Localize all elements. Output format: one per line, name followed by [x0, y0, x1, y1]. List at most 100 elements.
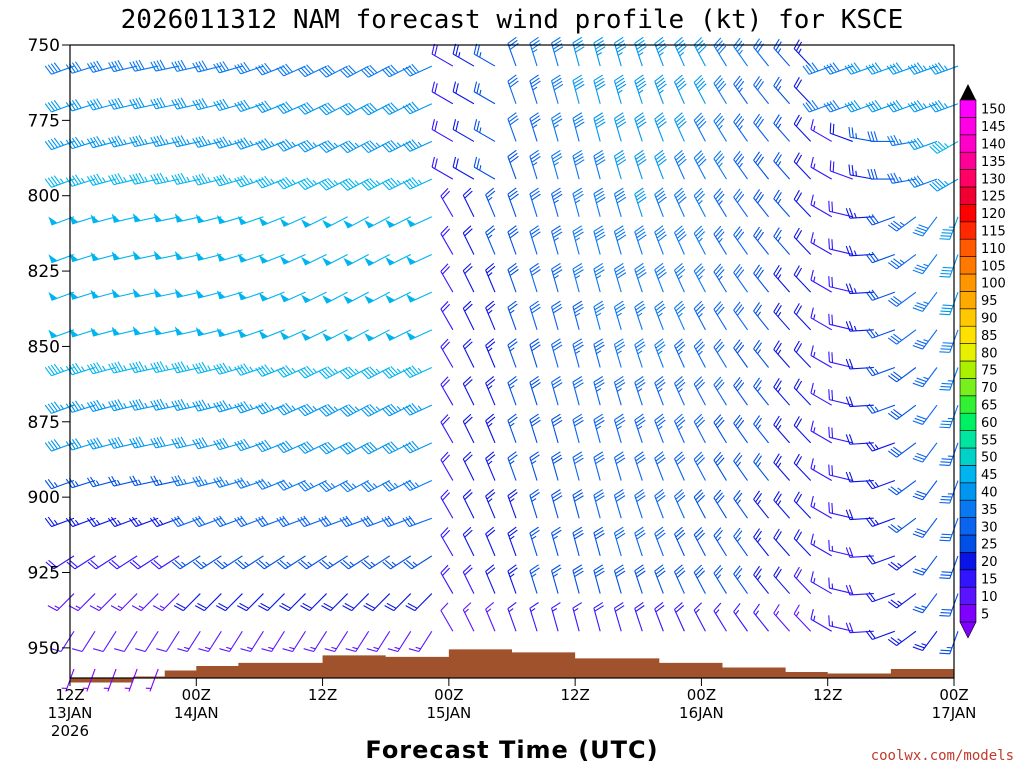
wind-barb	[462, 187, 475, 218]
wind-barb	[462, 564, 475, 594]
wind-barb	[613, 338, 626, 368]
wind-barb	[381, 515, 411, 528]
wind-barb	[107, 516, 138, 528]
colorbar-label: 10	[981, 590, 998, 605]
wind-barb	[912, 442, 938, 463]
wind-barb	[613, 489, 626, 519]
wind-barb	[86, 516, 117, 528]
colorbar-label: 40	[981, 486, 998, 501]
wind-barb	[174, 250, 201, 261]
colorbar-bottom-arrow	[959, 621, 977, 639]
wind-barb	[810, 345, 832, 368]
wind-barb	[613, 413, 626, 444]
wind-barb	[793, 114, 812, 142]
wind-barb	[440, 527, 454, 557]
colorbar-label: 110	[981, 242, 1006, 257]
wind-barb	[255, 515, 285, 528]
wind-barb	[912, 329, 938, 350]
x-tick-label: 12Z	[560, 686, 589, 704]
wind-barb	[593, 564, 605, 594]
wind-barb	[452, 156, 475, 180]
wind-barb	[810, 119, 832, 142]
wind-barb	[462, 300, 475, 331]
wind-barb	[733, 414, 748, 444]
wind-barb	[339, 65, 369, 78]
wind-barb	[507, 602, 517, 632]
wind-barb	[431, 43, 454, 67]
colorbar-label: 150	[981, 103, 1006, 118]
wind-barb	[867, 168, 895, 180]
wind-barb	[886, 99, 917, 113]
wind-barb	[674, 564, 686, 594]
wind-barb	[297, 177, 327, 191]
wind-barb	[693, 150, 707, 180]
wind-barb	[360, 441, 390, 455]
wind-barb	[865, 403, 896, 414]
wind-barb	[452, 81, 475, 105]
wind-barb	[674, 74, 687, 104]
wind-barb	[865, 478, 896, 490]
wind-barb	[213, 61, 243, 74]
wind-barb	[86, 60, 117, 73]
wind-barb	[319, 555, 348, 570]
wind-barb	[174, 326, 201, 336]
wind-barb	[301, 329, 327, 341]
wind-barb	[713, 301, 727, 331]
wind-barb	[810, 194, 832, 218]
wind-barb	[129, 475, 159, 487]
wind-barb	[156, 630, 180, 653]
wind-barb	[865, 328, 896, 339]
wind-barb	[213, 174, 243, 187]
wind-barb	[613, 112, 627, 142]
wind-barb	[593, 300, 605, 330]
wind-barb	[810, 420, 832, 444]
wind-barb	[276, 139, 306, 152]
wind-barb	[452, 43, 475, 67]
wind-barb	[793, 604, 812, 632]
x-tick-label: 13JAN	[48, 704, 93, 722]
wind-barb	[713, 338, 727, 368]
wind-barb	[150, 361, 180, 374]
wind-barb	[90, 289, 117, 299]
wind-barb	[300, 593, 327, 612]
wind-barb	[693, 338, 706, 368]
wind-barb	[297, 64, 327, 78]
wind-barb	[887, 329, 917, 345]
wind-barb	[907, 175, 938, 188]
wind-barb	[773, 264, 791, 293]
wind-barb	[462, 489, 475, 519]
wind-barb	[865, 251, 896, 264]
wind-barb	[793, 491, 812, 519]
wind-barb	[135, 630, 159, 653]
wind-barb	[360, 366, 390, 380]
wind-barb	[887, 442, 917, 458]
wind-barb	[887, 555, 917, 571]
wind-barb	[381, 441, 412, 455]
wind-barb	[322, 216, 348, 229]
wind-barb	[593, 187, 606, 217]
wind-barb	[693, 413, 706, 444]
wind-barb	[773, 604, 791, 632]
wind-barb	[192, 515, 222, 528]
wind-barb	[473, 43, 496, 67]
wind-barb	[773, 151, 791, 180]
wind-barb	[529, 489, 540, 519]
wind-barb	[674, 112, 687, 142]
wind-barb	[674, 602, 685, 632]
wind-barb	[793, 303, 812, 331]
wind-barb	[131, 593, 159, 612]
wind-barb	[258, 593, 285, 612]
wind-barb	[634, 74, 647, 104]
wind-barb	[773, 189, 791, 218]
wind-barb	[240, 630, 264, 653]
wind-barb	[402, 515, 433, 528]
wind-barb	[572, 376, 584, 406]
wind-barb	[258, 253, 285, 264]
wind-barb	[152, 593, 180, 612]
wind-barb	[110, 593, 138, 612]
wind-barbs-layer	[44, 36, 959, 692]
wind-barb	[171, 475, 201, 487]
colorbar-label: 100	[981, 277, 1006, 292]
wind-barb	[318, 64, 348, 78]
colorbar-swatch	[959, 517, 977, 536]
